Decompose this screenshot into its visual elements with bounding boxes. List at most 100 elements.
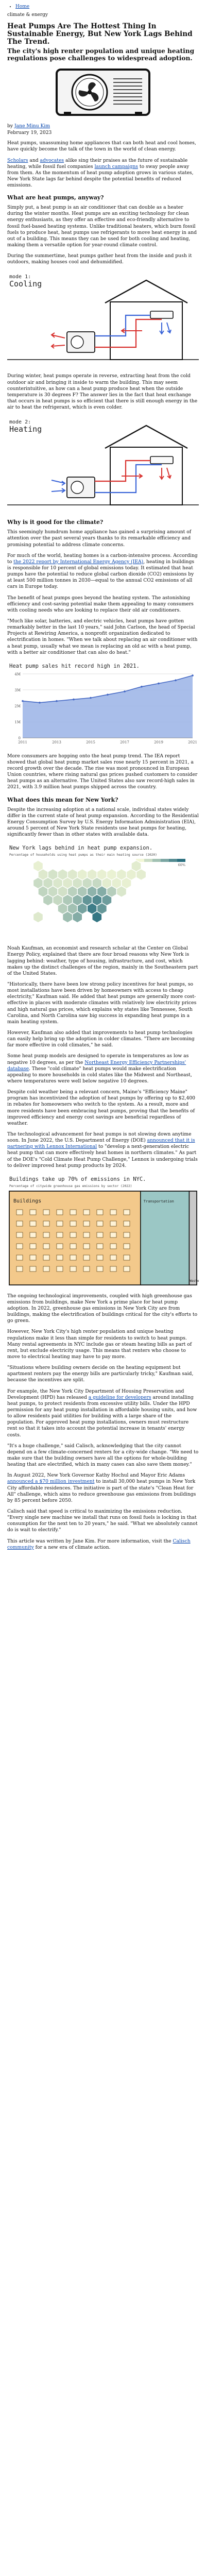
text-span: Some heat pump models are designed to op… bbox=[7, 1053, 189, 1065]
heat-out-arrows-icon bbox=[50, 328, 142, 349]
section2-paragraph-5: More consumers are hopping onto the heat… bbox=[7, 753, 198, 790]
intro-paragraph-2: Scholars and advocates alike sing their … bbox=[7, 158, 199, 189]
heat-pump-sales-chart: Heat pump sales hit record high in 2021.… bbox=[7, 660, 199, 748]
investment-announcement-link[interactable]: announced a $70 million investment bbox=[7, 1479, 95, 1485]
cold-air-arrows-icon bbox=[51, 480, 66, 494]
lennox-partnership-link[interactable]: announced that it is partnering with Len… bbox=[7, 1138, 195, 1150]
window-mark bbox=[96, 1243, 104, 1249]
byline: by Jane Minu Kim bbox=[7, 123, 199, 129]
state-hex bbox=[42, 894, 54, 907]
section3-paragraph-3: "Historically, there have been low stron… bbox=[7, 981, 197, 1025]
waste-block bbox=[188, 1190, 197, 1285]
text-span: to "develop a next-generation electric h… bbox=[7, 1144, 198, 1168]
window-mark bbox=[123, 1266, 130, 1272]
window-mark bbox=[83, 1209, 90, 1215]
window-mark bbox=[83, 1266, 90, 1272]
home-link[interactable]: Home bbox=[15, 4, 30, 9]
top-nav: Home bbox=[7, 4, 199, 10]
legend-swatch bbox=[177, 859, 185, 862]
sales-point bbox=[39, 701, 41, 704]
window-mark bbox=[96, 1209, 104, 1215]
section2-paragraph-4: "Much like solar, batteries, and electri… bbox=[7, 618, 198, 655]
window-mark bbox=[56, 1243, 63, 1249]
window-mark bbox=[83, 1243, 90, 1249]
window-mark bbox=[70, 1209, 77, 1215]
heating-mode-label: mode 2: bbox=[9, 419, 31, 425]
scholars-link[interactable]: Scholars bbox=[7, 157, 28, 163]
text-span: , heating in buildings is responsible fo… bbox=[7, 558, 195, 590]
window-mark bbox=[110, 1232, 117, 1238]
text-span: and bbox=[28, 157, 40, 163]
section2-paragraph-2: For much of the world, heating homes is … bbox=[7, 553, 199, 590]
indoor-unit-icon bbox=[150, 311, 174, 319]
sales-chart-svg: Heat pump sales hit record high in 2021.… bbox=[9, 663, 197, 744]
text-span: In August 2022, New York Governor Kathy … bbox=[7, 1472, 185, 1479]
window-mark bbox=[43, 1266, 50, 1272]
chart-title: Heat pump sales hit record high in 2021. bbox=[9, 663, 140, 669]
legend-swatch bbox=[152, 859, 161, 862]
text-span: For much of the world, heating homes is … bbox=[7, 552, 198, 565]
y-tick-label: 4M bbox=[14, 672, 21, 676]
sales-point bbox=[175, 679, 177, 681]
text-span: The technological advancement for heat p… bbox=[7, 1131, 192, 1144]
section4-paragraph-5: "It's a huge challenge," said Calisch, a… bbox=[7, 1443, 199, 1468]
window-mark bbox=[16, 1255, 23, 1261]
neep-database-link[interactable]: Northeast Energy Efficiency Partnerships… bbox=[7, 1059, 186, 1072]
window-mark bbox=[123, 1221, 130, 1227]
window-mark bbox=[70, 1243, 77, 1249]
section2-paragraph-3: The benefit of heat pumps goes beyond th… bbox=[7, 595, 194, 613]
community-link[interactable]: Calisch community bbox=[7, 1538, 191, 1550]
window-mark bbox=[123, 1255, 130, 1261]
text-span: This article was written by Jane Kim. Fo… bbox=[7, 1538, 173, 1544]
text-span: for a new era of climate action. bbox=[33, 1544, 111, 1550]
window-mark bbox=[56, 1209, 63, 1215]
window-mark bbox=[16, 1209, 23, 1215]
window-mark bbox=[83, 1232, 90, 1238]
warm-air-arrows-icon bbox=[122, 468, 171, 481]
transport-block bbox=[140, 1190, 190, 1285]
hexmap-title: New York lags behind in heat pump expans… bbox=[9, 845, 152, 851]
legend-swatch bbox=[144, 859, 152, 862]
transport-label: Transportation bbox=[144, 1199, 174, 1204]
sales-point bbox=[141, 685, 143, 688]
section3-paragraph-5: Some heat pump models are designed to op… bbox=[7, 1053, 199, 1084]
x-tick-label: 2013 bbox=[52, 740, 61, 744]
legend-swatch bbox=[136, 859, 144, 862]
window-mark bbox=[29, 1221, 37, 1227]
indoor-unit-icon bbox=[150, 456, 174, 465]
buildings-label: Buildings bbox=[13, 1198, 41, 1204]
text-span: to install 30,000 heat pumps in New York… bbox=[7, 1479, 196, 1503]
y-tick-label: 2M bbox=[14, 704, 21, 708]
text-span: around installing heat pumps, to protect… bbox=[7, 1394, 197, 1438]
iea-report-link[interactable]: the 2022 report by International Energy … bbox=[13, 558, 144, 565]
category-label: climate & energy bbox=[7, 12, 48, 18]
buildings-title: Buildings take up 70% of emissions in NY… bbox=[9, 1176, 146, 1182]
state-hex bbox=[32, 911, 44, 924]
article-credit: This article was written by Jane Kim. Fo… bbox=[7, 1538, 199, 1551]
text-span: alike sing their praises as the future o… bbox=[7, 157, 188, 170]
window-mark bbox=[16, 1221, 23, 1227]
section4-paragraph-3: "Situations where building owners decide… bbox=[7, 1365, 194, 1383]
hero-illustration bbox=[7, 66, 199, 118]
hpd-guideline-link[interactable]: a guideline for developers bbox=[88, 1394, 151, 1400]
sales-area bbox=[23, 675, 193, 738]
advocates-link[interactable]: advocates bbox=[40, 157, 64, 163]
window-mark bbox=[123, 1243, 130, 1249]
author-link[interactable]: Jane Minu Kim bbox=[14, 123, 50, 129]
hex-map-svg: New York lags behind in heat pump expans… bbox=[9, 845, 185, 924]
heating-mode-name: Heating bbox=[9, 425, 42, 434]
state-hex bbox=[62, 911, 73, 924]
section3-paragraph-7: The technological advancement for heat p… bbox=[7, 1131, 199, 1169]
section1-paragraph-2: During the summertime, heat pumps gather… bbox=[7, 253, 192, 265]
legend-swatch bbox=[161, 859, 169, 862]
window-mark bbox=[110, 1243, 117, 1249]
window-mark bbox=[110, 1255, 117, 1261]
section-heading-why-good-for-climate: Why is it good for the climate? bbox=[7, 519, 104, 526]
window-mark bbox=[56, 1266, 63, 1272]
buildings-emissions-figure: Buildings take up 70% of emissions in NY… bbox=[7, 1174, 199, 1288]
heat-pump-unit-icon bbox=[7, 66, 199, 118]
window-mark bbox=[70, 1221, 77, 1227]
x-tick-label: 2015 bbox=[86, 740, 95, 744]
launch-campaigns-link[interactable]: launch campaigns bbox=[94, 163, 138, 170]
window-mark bbox=[96, 1221, 104, 1227]
